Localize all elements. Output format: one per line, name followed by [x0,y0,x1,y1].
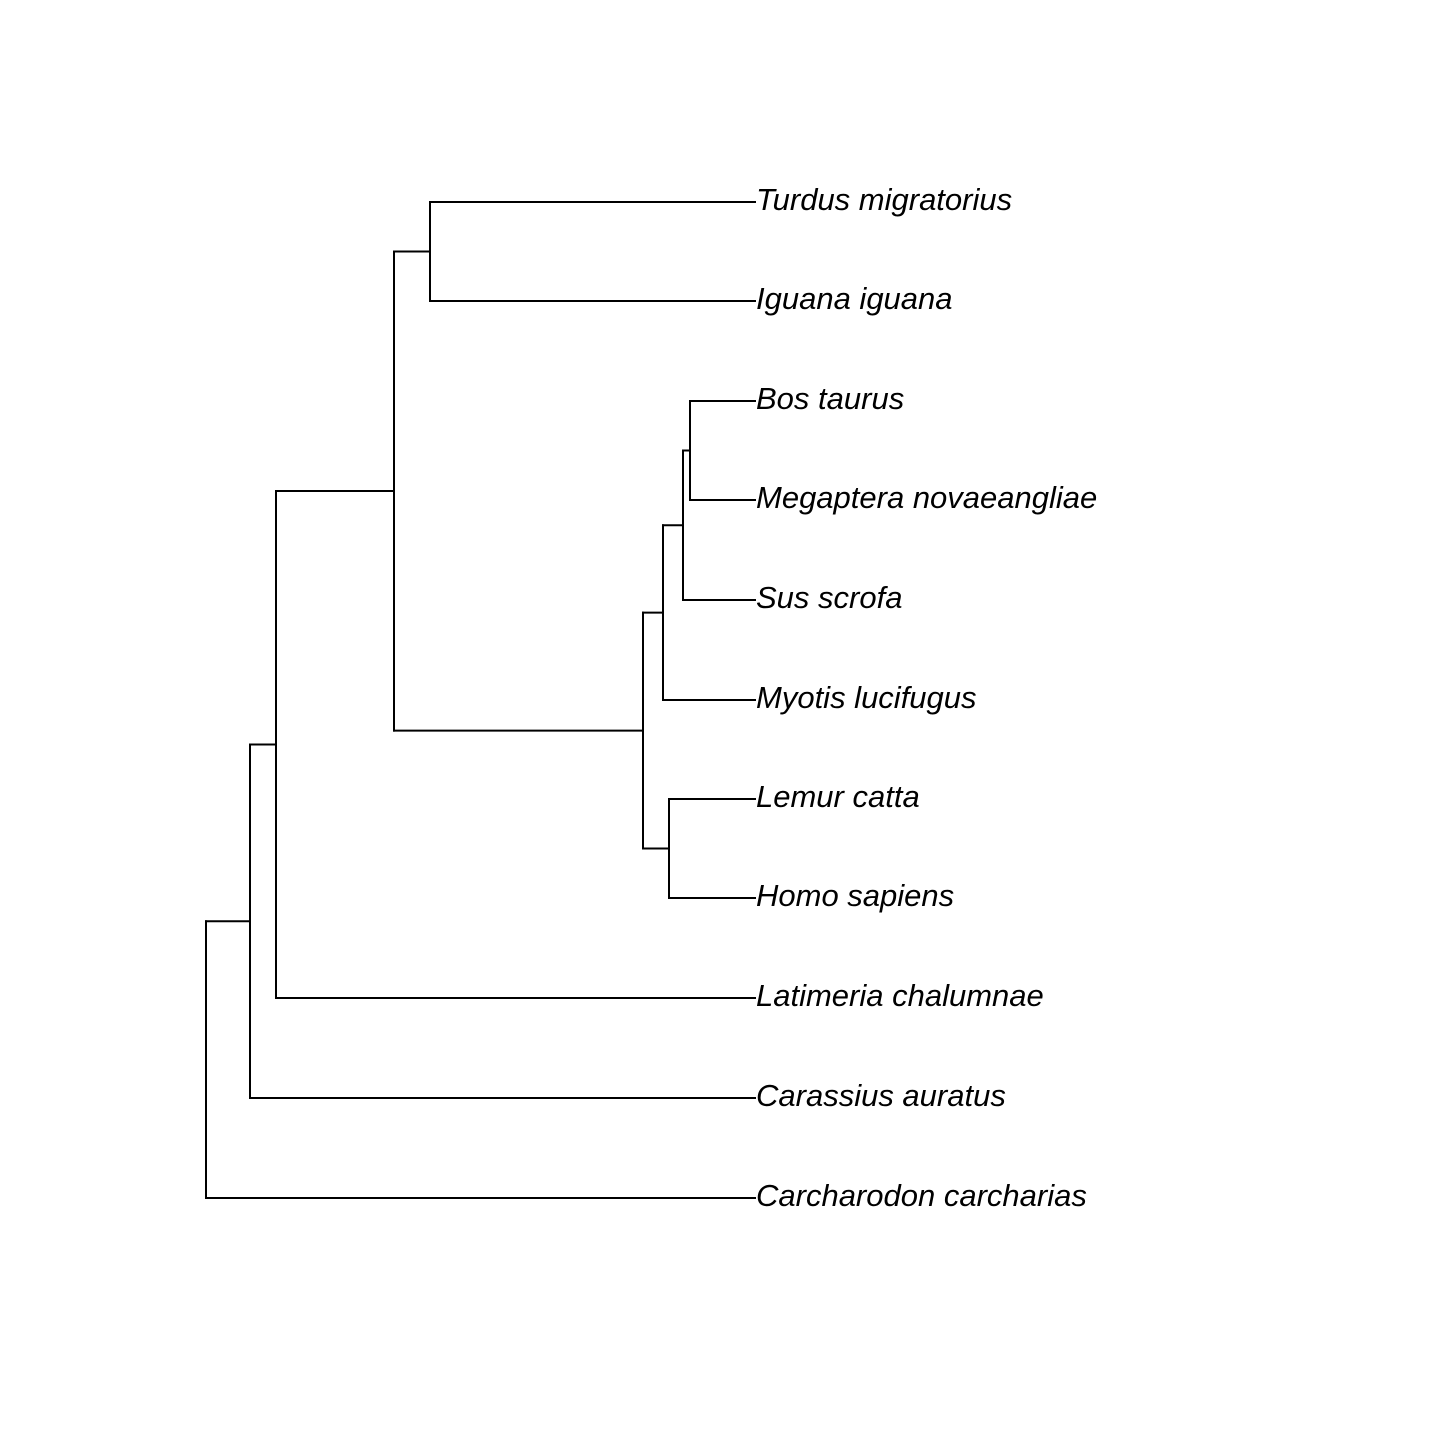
tip-label-homo-sapiens: Homo sapiens [756,878,954,913]
tree-branches [205,201,756,1199]
tip-label-turdus-migratorius: Turdus migratorius [756,182,1012,217]
tip-label-megaptera-novaeangliae: Megaptera novaeangliae [756,480,1097,515]
tip-label-latimeria-chalumnae: Latimeria chalumnae [756,978,1044,1013]
tip-label-myotis-lucifugus: Myotis lucifugus [756,680,977,715]
tip-label-carassius-auratus: Carassius auratus [756,1078,1006,1113]
tip-labels: Turdus migratorius Iguana iguana Bos tau… [756,182,1097,1213]
tip-label-iguana-iguana: Iguana iguana [756,281,953,316]
tip-label-sus-scrofa: Sus scrofa [756,580,902,615]
tip-label-lemur-catta: Lemur catta [756,779,920,814]
tip-label-carcharodon-carcharias: Carcharodon carcharias [756,1178,1087,1213]
tip-label-bos-taurus: Bos taurus [756,381,904,416]
